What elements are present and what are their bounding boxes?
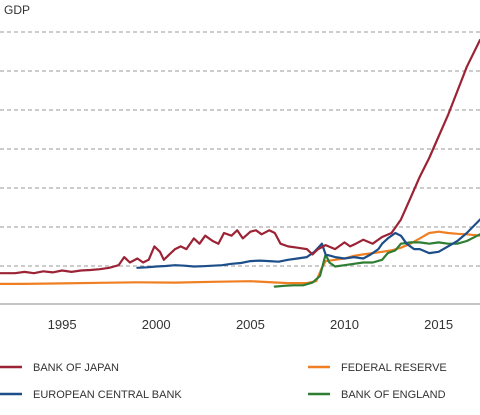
- series-line-bank-of-england: [273, 233, 480, 288]
- x-tick-label-2005: 2005: [236, 317, 265, 332]
- gridlines: [0, 31, 480, 305]
- y-axis-unit-label: GDP: [4, 3, 30, 17]
- legend: BANK OF JAPAN EUROPEAN CENTRAL BANK FEDERA…: [0, 362, 447, 401]
- legend-label-bank-of-england: BANK OF ENGLAND: [341, 389, 446, 401]
- legend-label-federal-reserve: FEDERAL RESERVE: [341, 362, 447, 374]
- x-tick-label-2010: 2010: [330, 317, 359, 332]
- x-tick-label-1995: 1995: [48, 317, 77, 332]
- series-line-european-central-bank: [136, 218, 480, 269]
- legend-label-european-central-bank: EUROPEAN CENTRAL BANK: [33, 389, 182, 401]
- series-line-federal-reserve: [0, 230, 480, 285]
- x-axis-tick-labels: 1995 2000 2005 2010 2015: [48, 317, 453, 332]
- x-tick-label-2000: 2000: [142, 317, 171, 332]
- series-line-bank-of-japan: [0, 38, 480, 275]
- series-lines: [0, 38, 480, 288]
- legend-label-bank-of-japan: BANK OF JAPAN: [33, 362, 119, 374]
- x-tick-label-2015: 2015: [424, 317, 453, 332]
